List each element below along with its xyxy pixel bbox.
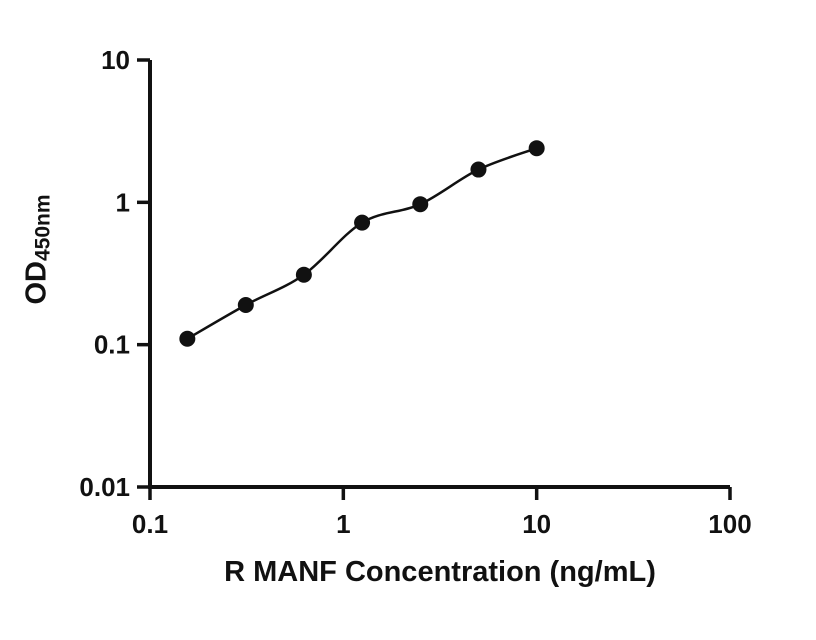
y-axis-label: OD450nm [21, 0, 56, 500]
y-tick-label: 0.1 [94, 330, 130, 360]
x-tick-label: 10 [522, 509, 551, 539]
data-point [179, 330, 196, 347]
x-tick-label: 1 [336, 509, 350, 539]
x-tick-label: 0.1 [132, 509, 168, 539]
data-point [295, 266, 312, 283]
y-axis-label-main: OD [20, 261, 53, 305]
data-point [237, 296, 254, 313]
data-point [412, 196, 429, 213]
data-point [528, 140, 545, 157]
data-point [470, 161, 487, 178]
x-axis-label: R MANF Concentration (ng/mL) [224, 556, 656, 588]
y-tick-label: 10 [101, 45, 130, 75]
y-tick-label: 1 [116, 187, 130, 217]
y-axis-label-subscript: 450nm [31, 194, 55, 262]
data-point [354, 214, 371, 231]
x-tick-label: 100 [708, 509, 751, 539]
y-tick-label: 0.01 [79, 472, 130, 502]
axis-lines [148, 60, 730, 489]
